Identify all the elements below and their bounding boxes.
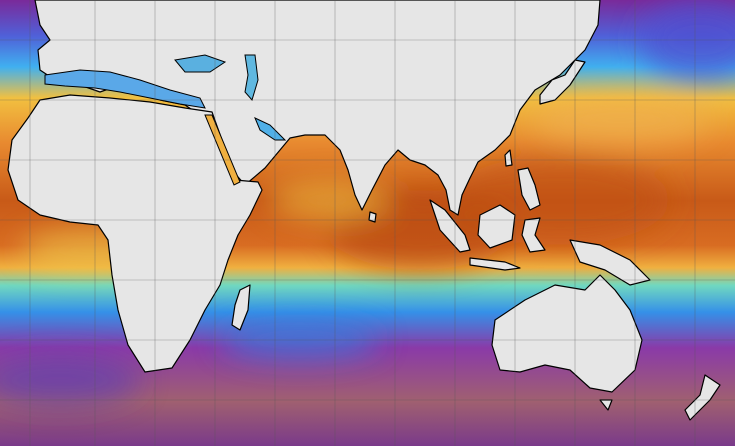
new-guinea	[569, 239, 651, 286]
taiwan	[504, 149, 513, 167]
sri-lanka	[368, 211, 377, 223]
red-sea	[204, 114, 241, 186]
new-zealand	[684, 374, 721, 421]
sumatra	[429, 199, 471, 253]
madagascar	[231, 284, 251, 331]
japan	[539, 59, 586, 105]
field-patch	[0, 355, 140, 405]
field-patch	[530, 95, 710, 145]
java	[469, 257, 521, 271]
borneo	[477, 204, 516, 249]
sulawesi	[521, 217, 546, 253]
persian-gulf	[254, 117, 287, 141]
black-sea	[174, 54, 227, 73]
philippines	[517, 167, 541, 211]
africa	[7, 94, 263, 373]
mediterranean	[44, 69, 206, 109]
